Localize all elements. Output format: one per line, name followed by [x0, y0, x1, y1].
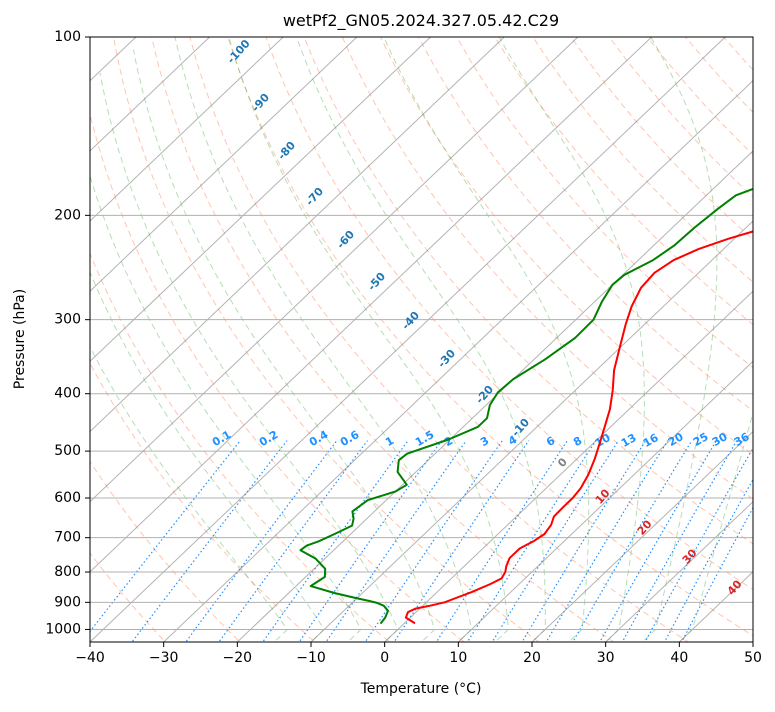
- x-tick-label: 50: [744, 650, 762, 666]
- x-tick-label: 40: [670, 650, 688, 666]
- x-tick-label: −30: [149, 650, 179, 666]
- x-tick-label: 20: [523, 650, 541, 666]
- y-tick-label: 100: [54, 29, 81, 45]
- x-tick-label: 30: [597, 650, 615, 666]
- y-tick-label: 200: [54, 207, 81, 223]
- y-tick-label: 600: [54, 490, 81, 506]
- y-tick-label: 500: [54, 443, 81, 459]
- chart-title: wetPf2_GN05.2024.327.05.42.C29: [283, 11, 559, 31]
- x-tick-label: 0: [380, 650, 389, 666]
- y-tick-label: 700: [54, 530, 81, 546]
- y-tick-label: 800: [54, 564, 81, 580]
- y-tick-label: 400: [54, 386, 81, 402]
- y-tick-label: 300: [54, 312, 81, 328]
- y-tick-label: 1000: [45, 621, 81, 637]
- x-axis-label: Temperature (°C): [360, 681, 482, 697]
- x-tick-label: −20: [223, 650, 253, 666]
- x-tick-label: −10: [296, 650, 326, 666]
- x-tick-label: 10: [449, 650, 467, 666]
- y-axis-label: Pressure (hPa): [12, 289, 28, 389]
- y-tick-label: 900: [54, 594, 81, 610]
- x-tick-label: −40: [75, 650, 105, 666]
